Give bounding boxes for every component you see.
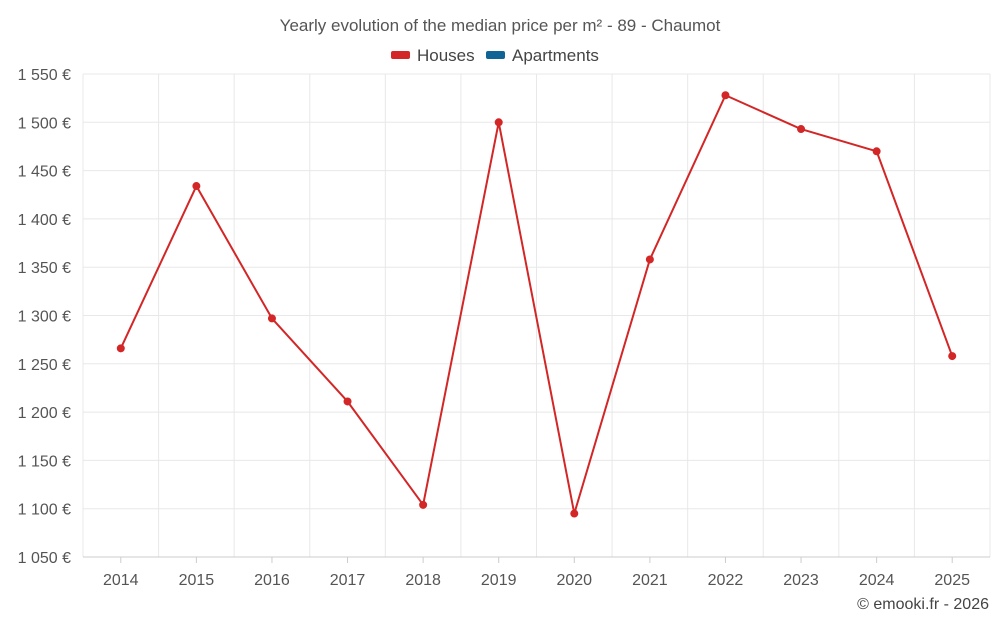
y-tick-label: 1 350 € bbox=[18, 260, 71, 277]
x-tick-label: 2015 bbox=[179, 572, 215, 589]
y-tick-label: 1 150 € bbox=[18, 453, 71, 470]
legend[interactable]: Houses Apartments bbox=[391, 46, 599, 65]
x-tick-label: 2016 bbox=[254, 572, 290, 589]
y-tick-label: 1 500 € bbox=[18, 115, 71, 132]
legend-swatch-houses bbox=[391, 51, 410, 59]
y-tick-label: 1 100 € bbox=[18, 502, 71, 519]
credit-text[interactable]: © emooki.fr - 2026 bbox=[857, 596, 989, 613]
y-tick-label: 1 300 € bbox=[18, 309, 71, 326]
x-tick-label: 2023 bbox=[783, 572, 819, 589]
legend-item-apartments[interactable]: Apartments bbox=[486, 46, 599, 65]
data-point[interactable] bbox=[570, 509, 579, 518]
x-tick-label: 2020 bbox=[556, 572, 592, 589]
x-tick-label: 2021 bbox=[632, 572, 668, 589]
data-point[interactable] bbox=[116, 344, 125, 353]
data-point[interactable] bbox=[419, 500, 428, 509]
x-tick-label: 2018 bbox=[405, 572, 441, 589]
x-axis: 2014 2015 2016 2017 2018 2019 2020 2021 2022 2023… bbox=[83, 556, 990, 589]
legend-label-apartments: Apartments bbox=[512, 46, 599, 65]
y-tick-label: 1 450 € bbox=[18, 164, 71, 181]
data-point[interactable] bbox=[948, 352, 957, 361]
data-point[interactable] bbox=[192, 182, 201, 191]
legend-label-houses: Houses bbox=[417, 46, 475, 65]
series-houses bbox=[116, 91, 957, 518]
x-tick-label: 2022 bbox=[708, 572, 744, 589]
legend-item-houses[interactable]: Houses bbox=[391, 46, 475, 65]
y-tick-label: 1 400 € bbox=[18, 212, 71, 229]
data-point[interactable] bbox=[645, 255, 654, 264]
y-tick-label: 1 200 € bbox=[18, 405, 71, 422]
x-tick-label: 2014 bbox=[103, 572, 139, 589]
data-point[interactable] bbox=[797, 125, 806, 134]
x-tick-label: 2025 bbox=[934, 572, 970, 589]
data-point[interactable] bbox=[872, 147, 881, 156]
chart-title: Yearly evolution of the median price per… bbox=[280, 16, 721, 35]
y-tick-label: 1 250 € bbox=[18, 357, 71, 374]
y-axis: 1 050 € 1 100 € 1 150 € 1 200 € 1 250 € 1 300… bbox=[18, 67, 71, 567]
y-tick-label: 1 550 € bbox=[18, 67, 71, 84]
x-tick-label: 2019 bbox=[481, 572, 517, 589]
series-line-houses bbox=[119, 94, 954, 515]
data-point[interactable] bbox=[267, 314, 276, 323]
x-tick-label: 2017 bbox=[330, 572, 366, 589]
data-point[interactable] bbox=[721, 91, 730, 100]
data-point[interactable] bbox=[494, 118, 503, 127]
y-tick-label: 1 050 € bbox=[18, 550, 71, 567]
data-point[interactable] bbox=[343, 397, 352, 406]
x-tick-label: 2024 bbox=[859, 572, 895, 589]
legend-swatch-apartments bbox=[486, 51, 505, 59]
